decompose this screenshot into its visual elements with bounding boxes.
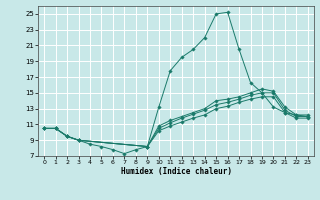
- X-axis label: Humidex (Indice chaleur): Humidex (Indice chaleur): [121, 167, 231, 176]
